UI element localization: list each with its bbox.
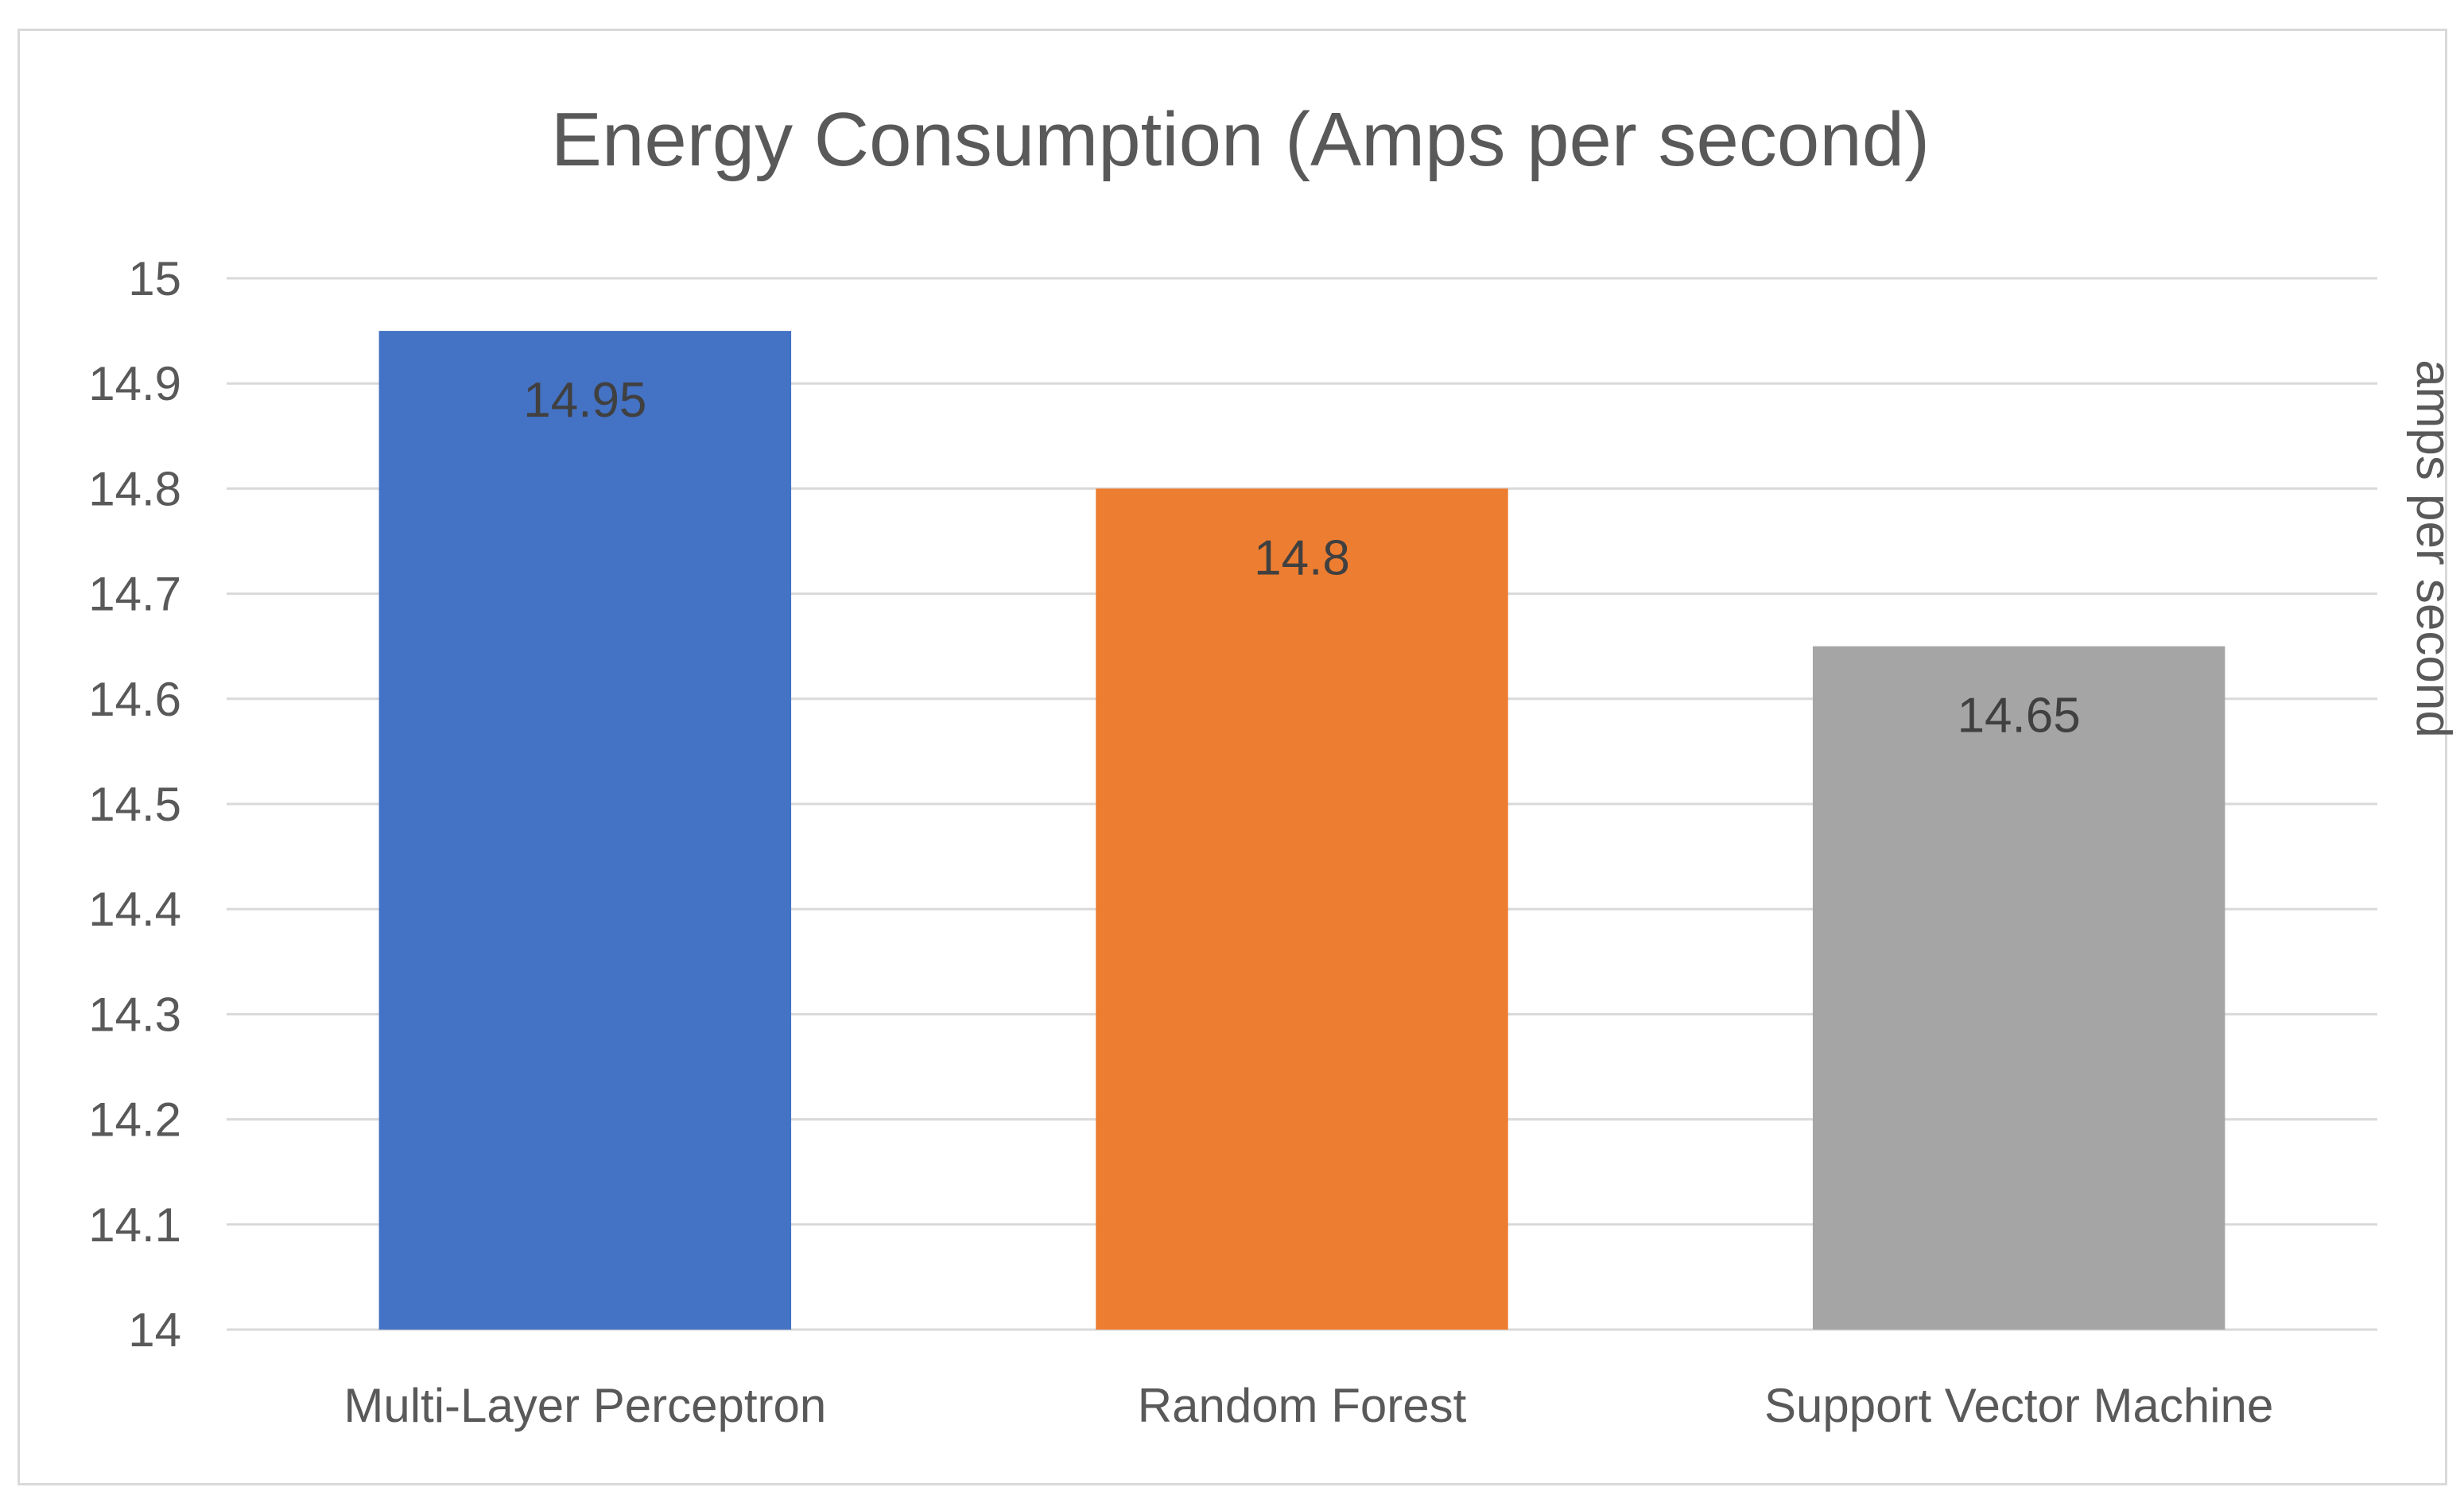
data-label: 14.95 [523,373,646,428]
data-label: 14.8 [1254,530,1350,585]
y-tick-label: 14.2 [88,1093,181,1147]
y-tick-label: 14.3 [88,988,181,1041]
y-tick-label: 15 [128,252,181,305]
y-tick-label: 14.6 [88,673,181,726]
y-tick-label: 14.9 [88,357,181,410]
data-label: 14.65 [1958,689,2081,744]
bar [1812,646,2225,1330]
x-category-label: Random Forest [1138,1379,1467,1432]
y-tick-label: 14.1 [88,1198,181,1252]
y-tick-label: 14.4 [88,883,181,936]
y-axis-title: amps per second [2406,359,2461,738]
x-axis-categories: Multi-Layer Perceptron Random Forest Suppo… [343,1379,2273,1432]
y-tick-label: 14.8 [88,462,181,515]
y-axis-ticks: 14 14.1 14.2 14.3 14.4 14.5 14.6 14.7 14.8 14.9 15 [88,252,181,1357]
y-tick-label: 14.5 [88,778,181,831]
bar [378,331,792,1330]
x-category-label: Support Vector Machine [1764,1379,2273,1432]
bar [1096,488,1508,1330]
y-tick-label: 14 [128,1303,181,1357]
bars [378,331,2225,1330]
data-labels: 14.95 14.8 14.65 [523,373,2080,744]
x-category-label: Multi-Layer Perceptron [343,1379,826,1432]
chart-title: Energy Consumption (Amps per second) [551,97,1930,182]
y-tick-label: 14.7 [88,568,181,621]
